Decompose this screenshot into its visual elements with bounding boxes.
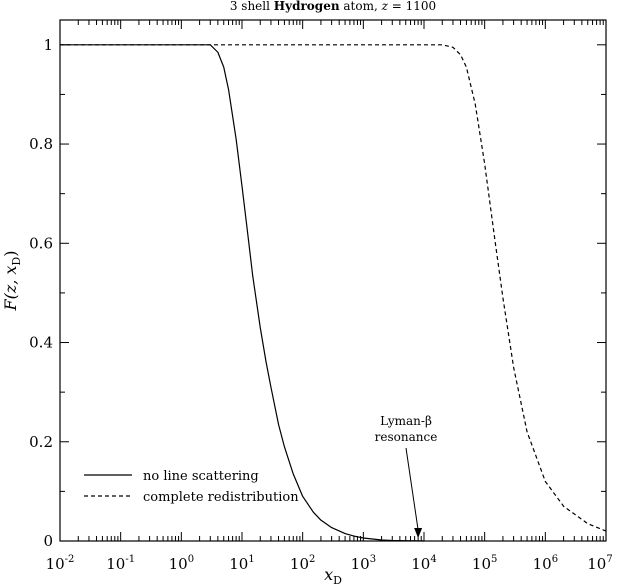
- annotation-line1: Lyman-β: [380, 414, 432, 428]
- x-tick-base: 10: [169, 555, 188, 573]
- series-line-0: [60, 44, 425, 542]
- legend-label-0: no line scattering: [143, 469, 259, 484]
- chart-title: 3 shell Hydrogen atom, z = 1100: [230, 0, 436, 13]
- series-lines: [60, 44, 607, 542]
- title-bold: Hydrogen: [274, 0, 340, 13]
- title-suffix: = 1100: [388, 0, 436, 13]
- x-tick-exp: -2: [65, 554, 75, 565]
- x-tick-exp: -1: [125, 554, 135, 565]
- x-tick-label: 106: [533, 554, 558, 573]
- x-tick-label: 104: [411, 554, 436, 573]
- y-tick-labels: 0 0.2 0.4 0.6 0.8 1: [29, 36, 53, 550]
- x-tick-labels: 10-2 10-1 100 101 102 103 104 105 106 107: [46, 554, 613, 573]
- x-tick-label: 105: [472, 554, 497, 573]
- title-prefix: 3 shell: [230, 0, 274, 13]
- x-tick-base: 10: [472, 555, 491, 573]
- y-tick-label: 1: [43, 36, 53, 54]
- x-tick-label: 10-1: [106, 554, 135, 573]
- x-tick-base: 10: [290, 555, 309, 573]
- plot-frame: [59, 19, 607, 542]
- x-tick-label: 101: [229, 554, 254, 573]
- y-label-close: ): [1, 250, 20, 256]
- x-tick-label: 107: [587, 554, 612, 573]
- legend-label-1: complete redistribution: [143, 490, 299, 505]
- y-tick-label: 0.2: [29, 433, 53, 451]
- x-tick-label: 102: [290, 554, 315, 573]
- annotation-arrow-shaft: [405, 447, 419, 531]
- x-tick-exp: 5: [491, 554, 497, 565]
- y-tick-label: 0: [43, 532, 53, 550]
- title-text: 3 shell Hydrogen atom, z = 1100: [230, 0, 436, 13]
- x-tick-exp: 0: [188, 554, 194, 565]
- x-tick-base: 10: [533, 555, 552, 573]
- y-tick-label: 0.6: [29, 234, 53, 252]
- x-tick-exp: 7: [606, 554, 612, 565]
- y-label-sub: D: [10, 257, 23, 266]
- x-tick-label: 103: [351, 554, 376, 573]
- x-label-main: x: [324, 565, 333, 584]
- series-line-1: [60, 44, 607, 532]
- x-tick-exp: 1: [248, 554, 254, 565]
- y-axis-label: F(z, xD): [1, 250, 23, 311]
- annotation: Lyman-β resonance: [375, 414, 438, 538]
- x-label-sub: D: [333, 574, 342, 585]
- annotation-line2: resonance: [375, 430, 438, 444]
- title-middle: atom,: [340, 0, 382, 13]
- y-tick-label: 0.8: [29, 135, 53, 153]
- x-tick-base: 10: [106, 555, 125, 573]
- y-axis-label-text: F(z, xD): [1, 250, 23, 311]
- title-var: z: [381, 0, 389, 13]
- y-tick-label: 0.4: [29, 334, 53, 352]
- x-tick-label: 100: [169, 554, 194, 573]
- axis-ticks: [59, 20, 607, 542]
- x-axis-label-text: xD: [324, 565, 342, 585]
- y-label-main: F(z, x: [1, 266, 20, 312]
- legend: no line scattering complete redistributio…: [84, 469, 299, 505]
- x-tick-exp: 3: [370, 554, 376, 565]
- x-tick-base: 10: [229, 555, 248, 573]
- x-tick-base: 10: [46, 555, 65, 573]
- x-tick-label: 10-2: [46, 554, 75, 573]
- x-tick-exp: 2: [309, 554, 315, 565]
- x-tick-base: 10: [411, 555, 430, 573]
- annotation-arrow-head: [414, 528, 423, 538]
- x-tick-base: 10: [351, 555, 370, 573]
- x-tick-exp: 4: [430, 554, 436, 565]
- x-tick-base: 10: [587, 555, 606, 573]
- x-axis-label: xD: [324, 565, 342, 585]
- x-tick-exp: 6: [552, 554, 558, 565]
